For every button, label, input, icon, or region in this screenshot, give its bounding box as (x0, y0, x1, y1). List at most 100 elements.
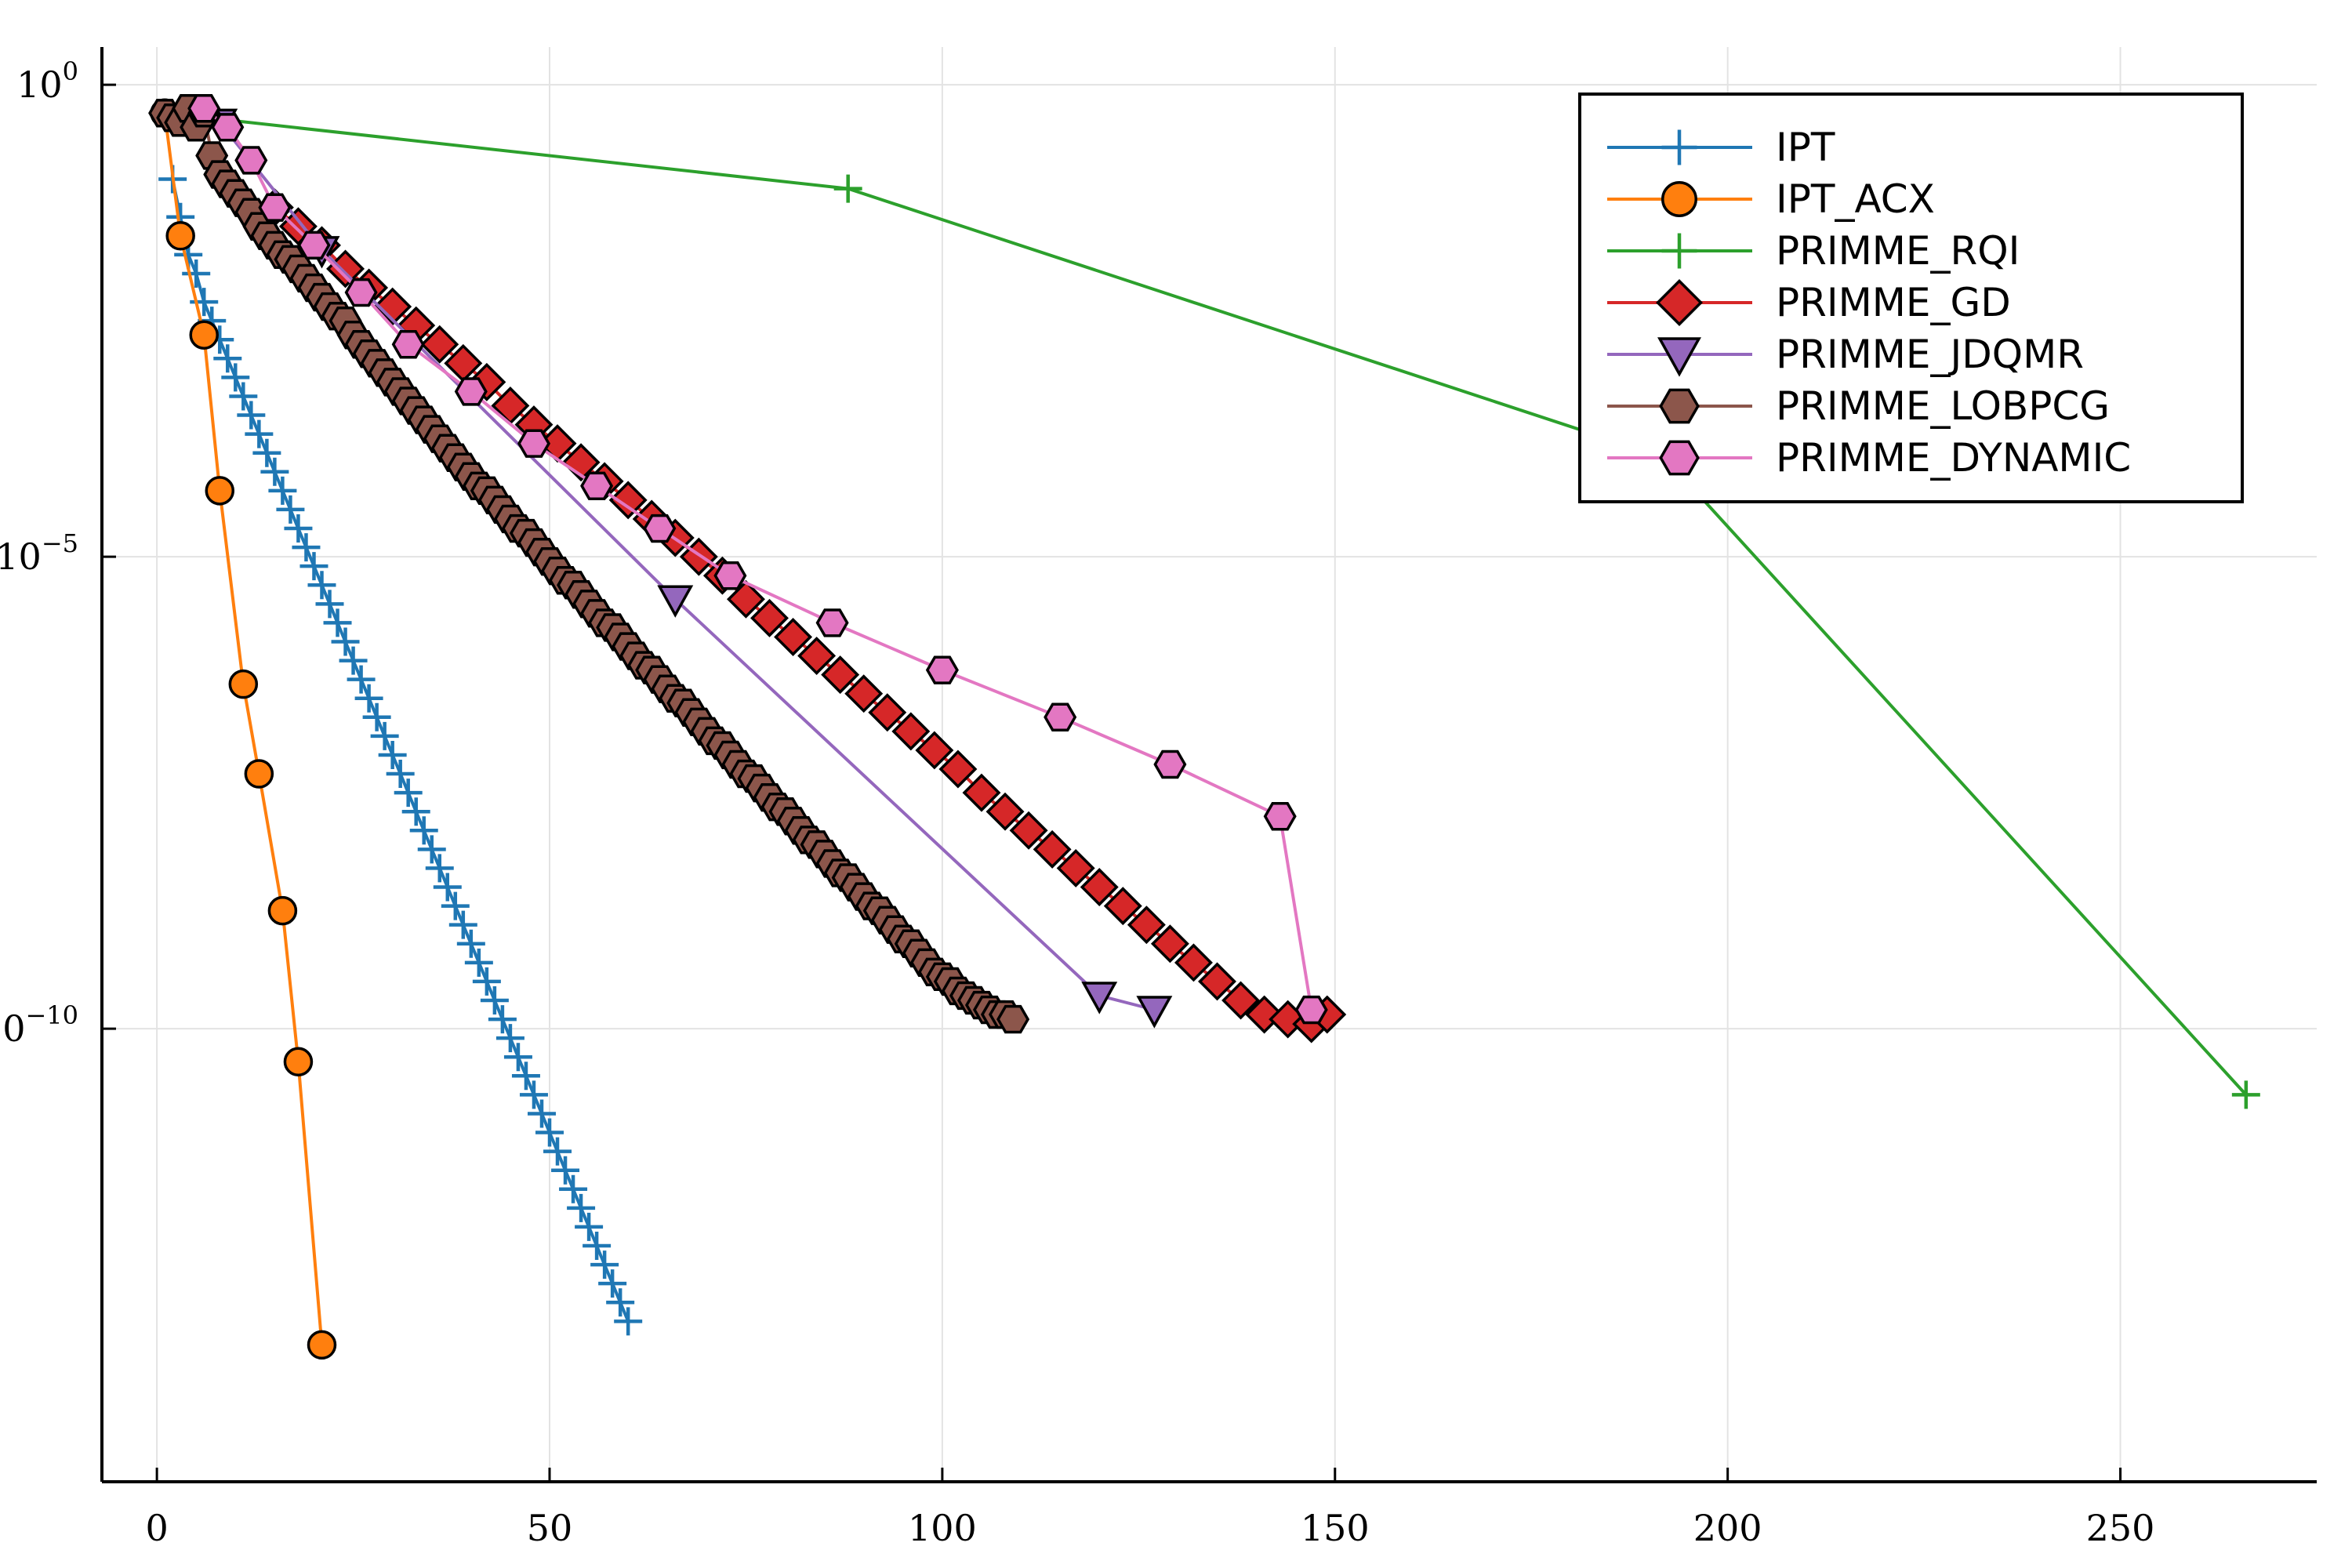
data-point (996, 1004, 1030, 1034)
data-point (267, 895, 298, 926)
data-point (1294, 995, 1328, 1025)
series-line (164, 111, 2248, 1096)
data-point (713, 561, 747, 590)
data-point (409, 816, 438, 845)
data-point (1081, 982, 1118, 1014)
data-point (373, 287, 412, 326)
data-point (844, 674, 884, 713)
data-point (527, 1099, 556, 1128)
axes (100, 47, 2317, 1483)
data-point (420, 325, 459, 364)
x-tick-label: 150 (1301, 1507, 1370, 1549)
data-point (315, 590, 344, 619)
legend-label: IPT (1776, 125, 1835, 170)
legend-items: IPT IPT_ACX PRIMME_RQI PRIMME_GD PRIMME_JDQM… (1607, 125, 2131, 481)
data-point (1656, 279, 1703, 326)
data-point (535, 1118, 564, 1147)
data-point (456, 929, 485, 958)
data-point (1661, 129, 1697, 165)
data-point (1263, 802, 1297, 831)
legend-label: IPT_ACX (1776, 176, 1935, 222)
data-point (237, 401, 266, 430)
data-point (2231, 1080, 2260, 1109)
data-point (394, 779, 423, 808)
data-point (1150, 924, 1189, 964)
data-point (598, 1269, 627, 1298)
data-point (354, 684, 383, 713)
data-point (583, 1232, 612, 1261)
data-point (260, 457, 289, 486)
data-point (187, 94, 221, 123)
data-point (258, 193, 292, 222)
data-point (464, 948, 493, 977)
data-point (1659, 388, 1700, 424)
y-tick-exponent: −10 (25, 1000, 78, 1030)
y-tick-label: 10−5 (0, 528, 78, 578)
y-tick-base: 10 (0, 1007, 25, 1050)
legend-item: PRIMME_RQI (1607, 228, 2020, 274)
data-point (1661, 181, 1697, 217)
series-line (202, 107, 1313, 1011)
data-point (344, 278, 378, 307)
series-primme-dynamic (187, 94, 1328, 1025)
data-point (519, 1080, 548, 1109)
data-point (213, 344, 242, 373)
data-point (797, 637, 837, 676)
data-point (307, 1330, 337, 1360)
data-point (1136, 996, 1173, 1029)
data-point (205, 476, 235, 506)
data-point (575, 1212, 604, 1241)
series-ipt (158, 165, 643, 1336)
legend: IPT IPT_ACX PRIMME_RQI PRIMME_GD PRIMME_JDQM… (1578, 93, 2244, 503)
data-point (362, 702, 391, 731)
data-point (1033, 829, 1072, 869)
data-point (347, 665, 376, 694)
y-tick-base: 10 (16, 64, 63, 106)
data-point (189, 320, 219, 350)
data-point (245, 419, 274, 448)
data-point (726, 579, 765, 619)
data-point (1127, 906, 1166, 945)
y-tick-exponent: 0 (63, 56, 78, 86)
data-point (1009, 811, 1048, 850)
data-point (228, 669, 259, 699)
y-tick-label: 10−10 (0, 1000, 78, 1050)
data-point (559, 1174, 588, 1203)
legend-label: PRIMME_JDQMR (1776, 332, 2084, 377)
data-point (488, 1005, 517, 1034)
data-point (211, 113, 245, 142)
legend-item: PRIMME_LOBPCG (1607, 383, 2110, 429)
data-point (1198, 962, 1236, 1001)
data-point (252, 438, 281, 467)
data-point (307, 571, 336, 600)
data-point (425, 854, 454, 883)
data-point (925, 655, 959, 684)
data-point (1044, 702, 1077, 732)
x-tick-label: 200 (1693, 1507, 1762, 1549)
data-point (244, 759, 274, 789)
data-point (454, 377, 488, 406)
data-point (292, 533, 321, 562)
data-point (1659, 440, 1700, 476)
legend-label: PRIMME_GD (1776, 280, 2011, 325)
x-tick-label: 100 (908, 1507, 977, 1549)
data-point (448, 910, 477, 939)
data-point (657, 585, 694, 618)
data-point (1153, 750, 1187, 779)
legend-item: PRIMME_DYNAMIC (1607, 435, 2131, 481)
data-point (915, 731, 954, 770)
x-tick-label: 50 (527, 1507, 573, 1549)
series-primme-gd (255, 188, 1347, 1044)
data-point (323, 608, 352, 637)
data-point (182, 259, 211, 288)
data-point (1221, 981, 1261, 1020)
series-line (163, 113, 324, 1345)
data-point (580, 471, 614, 501)
data-point (221, 363, 250, 392)
legend-label: PRIMME_LOBPCG (1776, 383, 2110, 429)
legend-item: IPT (1607, 125, 1835, 170)
data-point (821, 655, 860, 695)
legend-item: PRIMME_JDQMR (1607, 332, 2084, 377)
data-point (472, 967, 501, 996)
